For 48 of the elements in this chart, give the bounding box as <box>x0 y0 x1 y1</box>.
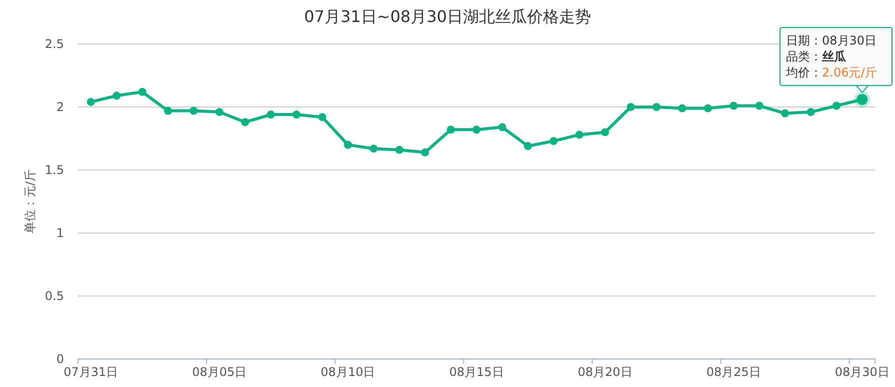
point <box>550 137 558 146</box>
point <box>781 109 790 118</box>
point <box>421 148 430 156</box>
point <box>86 98 95 106</box>
point <box>292 110 301 119</box>
point <box>524 142 532 150</box>
point <box>678 104 686 112</box>
x-tick-label: 07月31日 <box>64 365 118 379</box>
y-tick-label: 0 <box>56 352 64 366</box>
point <box>730 102 738 110</box>
x-tick-label: 08月10日 <box>320 365 376 379</box>
x-tick-label: 08月15日 <box>449 365 504 379</box>
point <box>498 123 506 132</box>
point <box>755 102 764 110</box>
point <box>370 144 378 153</box>
point <box>626 103 635 111</box>
point <box>806 108 815 116</box>
y-tick-label: 1.5 <box>44 163 64 177</box>
point <box>446 126 455 134</box>
y-tick-label: 0.5 <box>44 289 64 303</box>
y-tick-label: 2 <box>56 100 64 114</box>
point <box>164 106 172 115</box>
point <box>112 92 121 100</box>
point <box>601 128 610 136</box>
x-tick-label: 08月05日 <box>192 365 247 379</box>
point <box>472 126 480 134</box>
point <box>138 88 146 96</box>
y-tick-label: 2.5 <box>44 37 64 51</box>
point <box>575 130 584 139</box>
y-tick-label: 1 <box>56 226 64 240</box>
annotation: 均价：2.06元/斤 <box>785 65 877 80</box>
point <box>215 108 224 116</box>
point <box>318 113 326 122</box>
point <box>832 102 840 110</box>
x-tick-label: 08月30日 <box>834 365 890 379</box>
x-tick-label: 08月25日 <box>706 365 761 379</box>
annotation: 品类：丝瓜 <box>786 49 847 64</box>
annotation: 日期：08月30日 <box>786 33 877 48</box>
point <box>395 146 404 154</box>
x-tick-label: 08月20日 <box>578 365 632 379</box>
point <box>704 104 712 112</box>
y-axis-title: 单位：元/斤 <box>23 169 37 234</box>
chart-title: 07月31日~08月30日湖北丝瓜价格走势 <box>304 7 591 26</box>
point <box>652 103 660 111</box>
point <box>266 110 275 119</box>
point <box>344 140 352 149</box>
point <box>190 106 198 115</box>
point <box>241 118 250 126</box>
